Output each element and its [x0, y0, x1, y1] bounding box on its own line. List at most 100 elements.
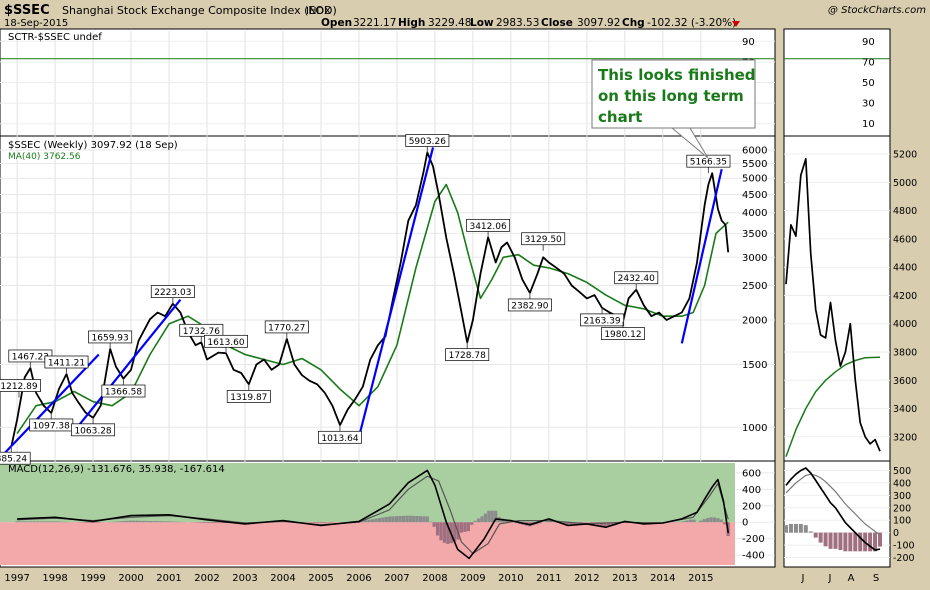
price-label: 1013.64: [321, 434, 358, 444]
macd-histogram-bar: [398, 516, 401, 522]
price-tick-label: 4000: [742, 208, 767, 219]
macd-histogram-bar: [214, 522, 217, 523]
inset-x-tick-label: A: [848, 573, 855, 584]
inset-histogram-bar: [829, 533, 833, 549]
macd-histogram-bar: [313, 522, 316, 523]
macd-histogram-bar: [429, 522, 432, 523]
inset-price-tick-label: 4400: [893, 263, 917, 274]
macd-histogram-bar: [686, 520, 689, 522]
macd-histogram-bar: [682, 521, 685, 522]
chart-date: 18-Sep-2015: [4, 18, 68, 29]
inset-histogram-bar: [784, 525, 788, 532]
macd-histogram-bar: [169, 521, 172, 522]
high-label: High: [398, 17, 425, 29]
price-label: 5166.35: [690, 158, 727, 168]
price-label: 3412.06: [469, 222, 506, 232]
exchange: INDX: [306, 6, 331, 17]
inset-histogram-bar: [838, 533, 842, 550]
sctr-inset-tick-label: 10: [862, 119, 875, 130]
macd-zones: [0, 463, 735, 565]
macd-histogram-bar: [692, 520, 695, 523]
macd-histogram-bar: [433, 522, 436, 527]
macd-tick-label: -400: [742, 551, 765, 562]
close-label: Close: [541, 17, 573, 29]
inset-macd-tick-label: 400: [893, 478, 911, 489]
macd-histogram-bar: [327, 522, 330, 523]
macd-histogram-bar: [487, 511, 490, 523]
annotation-line-2: on this long term: [598, 87, 744, 105]
price-tick-label: 6000: [742, 145, 767, 156]
inset-x-tick-label: J: [801, 573, 805, 584]
price-label: 1366.58: [105, 388, 142, 398]
open-value: 3221.17: [353, 17, 396, 29]
macd-histogram-bar: [128, 521, 131, 523]
sctr-tick-label: 90: [742, 37, 755, 48]
x-tick-label: 2005: [308, 573, 333, 584]
macd-histogram-bar: [474, 521, 477, 522]
macd-histogram-bar: [152, 521, 155, 522]
macd-histogram-bar: [26, 521, 29, 522]
inset-histogram-bar: [794, 524, 798, 533]
price-label: 885.24: [0, 455, 27, 465]
x-tick-label: 2006: [346, 573, 371, 584]
inset-x-tick-label: J: [828, 573, 832, 584]
x-tick-label: 2013: [612, 573, 637, 584]
macd-histogram-bar: [689, 520, 692, 523]
macd-histogram-bar: [703, 519, 706, 522]
macd-histogram-bar: [118, 521, 121, 522]
macd-histogram-bar: [405, 516, 408, 523]
macd-histogram-bar: [15, 521, 18, 522]
price-label: 1411.21: [48, 359, 85, 369]
symbol: $SSEC: [4, 3, 50, 18]
macd-histogram-bar: [145, 521, 148, 522]
macd-histogram-bar: [460, 522, 463, 532]
x-tick-label: 1997: [4, 573, 29, 584]
macd-histogram-bar: [709, 517, 712, 522]
macd-histogram-bar: [19, 521, 22, 522]
macd-tick-label: 0: [742, 518, 748, 529]
macd-histogram-bar: [378, 518, 381, 522]
macd-histogram-bar: [422, 516, 425, 522]
price-label: 1097.38: [33, 421, 70, 431]
inset-price-tick-label: 4800: [893, 206, 917, 217]
macd-histogram-bar: [716, 518, 719, 522]
inset-price-tick-label: 3200: [893, 432, 917, 443]
price-label: 2223.03: [154, 288, 191, 298]
price-tick-label: 3000: [742, 253, 767, 264]
sctr-title: SCTR-$SSEC undef: [8, 32, 102, 43]
inset-histogram-bar: [804, 525, 808, 532]
macd-histogram-bar: [22, 521, 25, 522]
macd-histogram-bar: [316, 522, 319, 523]
macd-histogram-bar: [402, 516, 405, 522]
macd-histogram-bar: [713, 518, 716, 523]
x-tick-label: 2010: [498, 573, 523, 584]
x-tick-label: 1999: [80, 573, 105, 584]
macd-histogram-bar: [200, 522, 203, 523]
price-tick-label: 1000: [742, 423, 767, 434]
price-label: 2382.90: [511, 301, 548, 311]
inset-macd-tick-label: 300: [893, 491, 911, 502]
price-tick-label: 4500: [742, 190, 767, 201]
inset-macd-tick-label: 0: [893, 528, 899, 539]
macd-histogram-bar: [320, 522, 323, 523]
macd-histogram-bar: [166, 521, 169, 522]
x-tick-label: 2008: [422, 573, 447, 584]
inset-histogram-bar: [853, 533, 857, 552]
macd-histogram-bar: [388, 516, 391, 522]
low-value: 2983.53: [496, 17, 539, 29]
inset-price-tick-label: 3800: [893, 348, 917, 359]
chg-label: Chg: [622, 17, 645, 29]
macd-histogram-bar: [443, 522, 446, 543]
macd-histogram-bar: [706, 518, 709, 522]
macd-tick-label: -200: [742, 534, 765, 545]
macd-histogram-bar: [142, 521, 145, 522]
price-tick-label: 5500: [742, 159, 767, 170]
inset-histogram-bar: [814, 533, 818, 538]
macd-histogram-bar: [419, 516, 422, 522]
ohlc-row: Open 3221.17 High 3229.48 Low 2983.53 Cl…: [321, 17, 740, 29]
macd-histogram-bar: [115, 522, 118, 523]
macd-histogram-bar: [210, 522, 213, 523]
inset-price-tick-label: 5000: [893, 178, 917, 189]
macd-histogram-bar: [207, 522, 210, 523]
